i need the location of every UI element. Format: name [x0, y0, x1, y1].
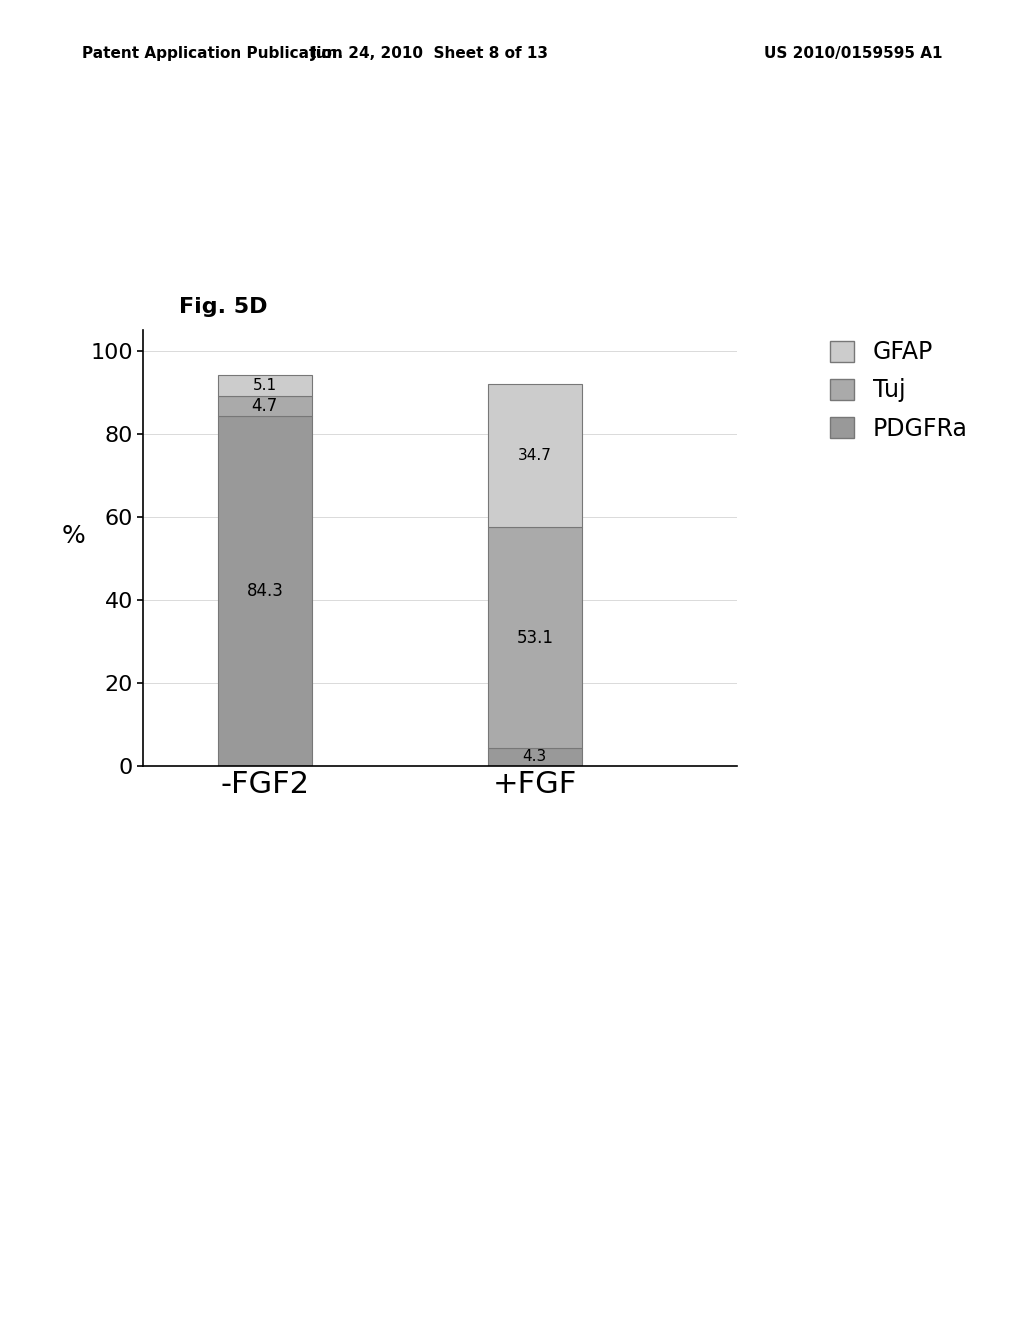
Legend: GFAP, Tuj, PDGFRa: GFAP, Tuj, PDGFRa	[823, 333, 975, 447]
Y-axis label: %: %	[61, 524, 86, 548]
Text: Fig. 5D: Fig. 5D	[179, 297, 267, 317]
Text: Jun. 24, 2010  Sheet 8 of 13: Jun. 24, 2010 Sheet 8 of 13	[311, 46, 549, 61]
Bar	[487, 384, 582, 528]
Text: 4.7: 4.7	[252, 397, 278, 414]
Bar	[218, 375, 312, 396]
Text: 5.1: 5.1	[253, 379, 276, 393]
Text: 84.3: 84.3	[247, 582, 284, 599]
Text: Patent Application Publication: Patent Application Publication	[82, 46, 343, 61]
Bar	[487, 528, 582, 747]
Bar	[218, 396, 312, 416]
Bar	[487, 747, 582, 766]
Text: US 2010/0159595 A1: US 2010/0159595 A1	[764, 46, 942, 61]
Bar	[218, 416, 312, 766]
Text: 4.3: 4.3	[522, 750, 547, 764]
Text: 53.1: 53.1	[516, 628, 553, 647]
Text: 34.7: 34.7	[518, 447, 552, 463]
